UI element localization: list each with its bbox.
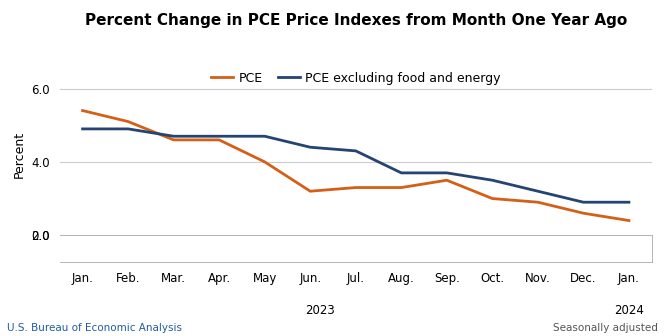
Y-axis label: Percent: Percent bbox=[13, 131, 26, 178]
Legend: PCE, PCE excluding food and energy: PCE, PCE excluding food and energy bbox=[206, 67, 505, 90]
Text: 2024: 2024 bbox=[614, 304, 644, 317]
Text: U.S. Bureau of Economic Analysis: U.S. Bureau of Economic Analysis bbox=[7, 323, 182, 333]
Text: Percent Change in PCE Price Indexes from Month One Year Ago: Percent Change in PCE Price Indexes from… bbox=[84, 13, 627, 29]
Text: Seasonally adjusted: Seasonally adjusted bbox=[553, 323, 658, 333]
Text: 2023: 2023 bbox=[305, 304, 334, 317]
